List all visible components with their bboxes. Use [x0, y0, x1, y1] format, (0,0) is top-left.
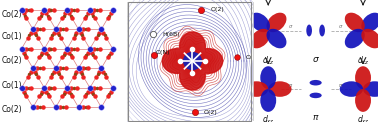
Polygon shape: [162, 32, 223, 90]
Text: Co(2): Co(2): [1, 56, 22, 66]
Text: $d_{xz}$: $d_{xz}$: [356, 113, 369, 122]
Polygon shape: [180, 49, 204, 73]
Polygon shape: [178, 47, 207, 75]
Ellipse shape: [363, 81, 378, 97]
Text: $\sigma$: $\sigma$: [312, 55, 319, 64]
Text: Co(2): Co(2): [1, 105, 22, 114]
Circle shape: [184, 52, 201, 70]
Ellipse shape: [319, 25, 325, 36]
Text: $\sigma$: $\sigma$: [288, 23, 293, 30]
Polygon shape: [186, 55, 198, 67]
Text: $\pi$: $\pi$: [288, 82, 293, 89]
Ellipse shape: [266, 29, 287, 48]
Text: $d_{xz}$: $d_{xz}$: [262, 55, 275, 67]
Ellipse shape: [260, 89, 276, 112]
Ellipse shape: [266, 13, 287, 32]
Polygon shape: [188, 57, 197, 65]
Polygon shape: [168, 38, 217, 84]
Polygon shape: [170, 40, 215, 82]
Text: O(2): O(2): [204, 110, 218, 115]
Ellipse shape: [250, 29, 270, 48]
Text: $\pi$: $\pi$: [338, 82, 343, 89]
Text: $\pi$: $\pi$: [312, 113, 319, 122]
Ellipse shape: [355, 89, 371, 112]
Polygon shape: [172, 41, 213, 81]
Text: O(: O(: [246, 55, 253, 60]
Text: $d_{xz}$: $d_{xz}$: [356, 55, 369, 67]
Text: Co(1): Co(1): [1, 32, 22, 41]
Ellipse shape: [245, 81, 268, 97]
Ellipse shape: [310, 93, 322, 98]
Text: $d_{xz}$: $d_{xz}$: [262, 113, 275, 122]
Polygon shape: [176, 45, 209, 77]
Text: Co(1): Co(1): [1, 81, 22, 90]
Text: O(2): O(2): [210, 7, 224, 12]
Polygon shape: [162, 32, 223, 90]
Ellipse shape: [340, 81, 363, 97]
Polygon shape: [182, 51, 203, 71]
Ellipse shape: [355, 66, 371, 89]
Ellipse shape: [345, 29, 365, 48]
Ellipse shape: [268, 81, 291, 97]
Polygon shape: [164, 34, 221, 88]
Ellipse shape: [361, 29, 378, 48]
Text: O(N): O(N): [156, 50, 170, 55]
Ellipse shape: [250, 13, 270, 32]
Ellipse shape: [345, 13, 365, 32]
Text: $\sigma$: $\sigma$: [338, 23, 343, 30]
Polygon shape: [166, 36, 219, 86]
Text: Co(2): Co(2): [1, 10, 22, 19]
Polygon shape: [184, 53, 201, 69]
Ellipse shape: [361, 13, 378, 32]
Polygon shape: [174, 43, 211, 79]
Ellipse shape: [260, 66, 276, 89]
Text: H(6B): H(6B): [162, 32, 180, 37]
Polygon shape: [191, 59, 195, 63]
Ellipse shape: [306, 25, 312, 36]
Ellipse shape: [310, 80, 322, 86]
